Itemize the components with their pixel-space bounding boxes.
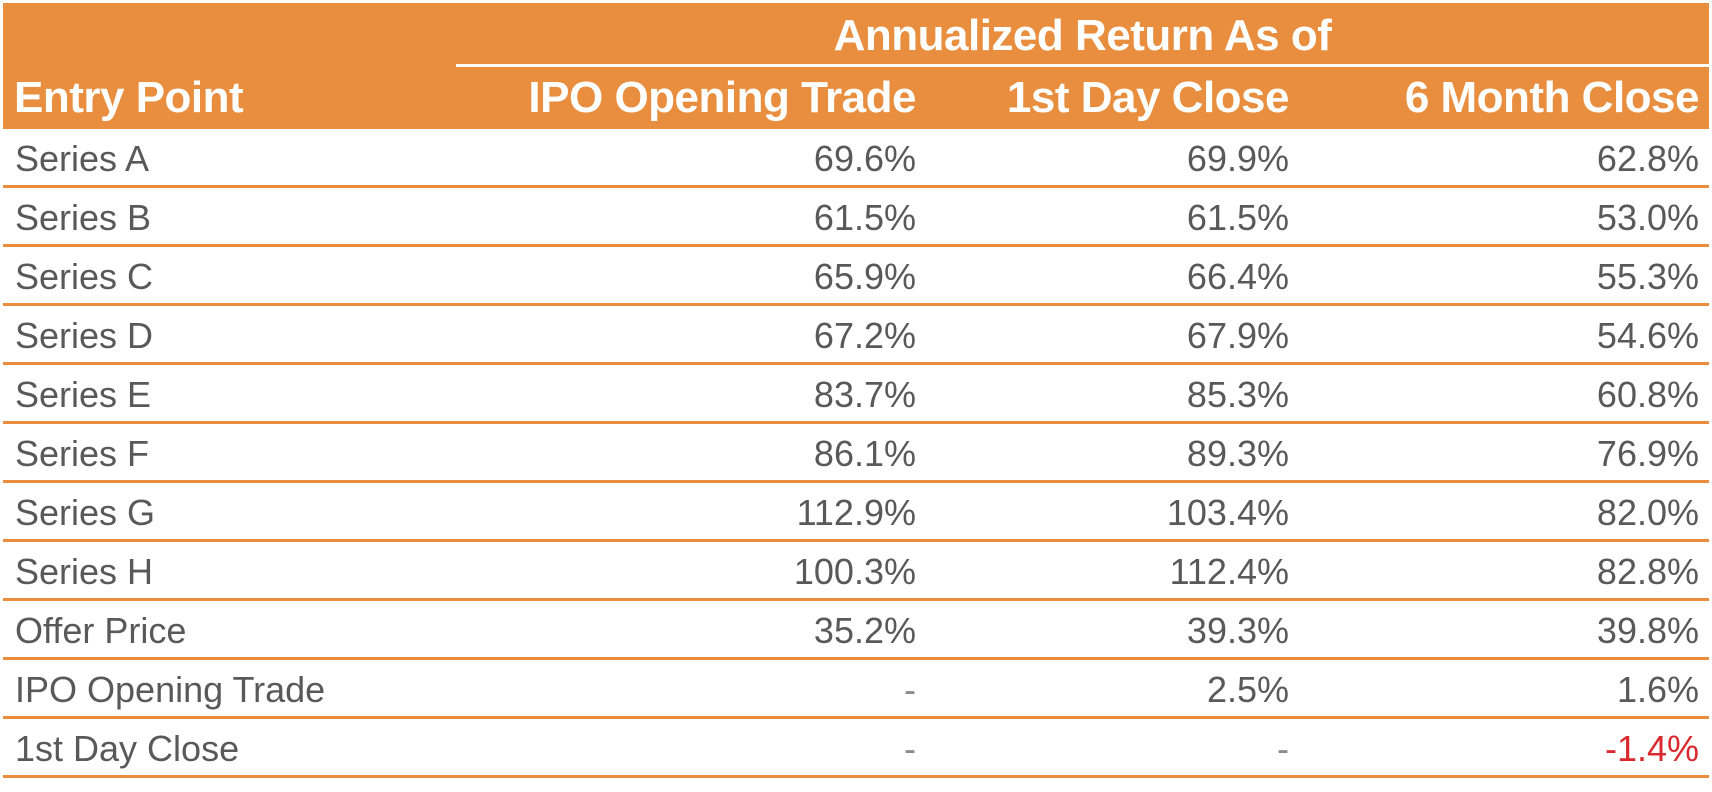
row-label: Series E xyxy=(15,374,152,415)
cell-value: 61.5% xyxy=(813,197,916,238)
cell-value: 67.2% xyxy=(813,315,916,356)
table-row: 1st Day Close - - -1.4% xyxy=(3,719,1709,778)
table-row: IPO Opening Trade - 2.5% 1.6% xyxy=(3,660,1709,719)
column-header-1st-day-close: 1st Day Close xyxy=(1006,73,1290,122)
cell-value: 65.9% xyxy=(813,256,916,297)
cell-value: 69.6% xyxy=(813,138,916,179)
cell-value: - xyxy=(904,669,916,710)
cell-value: 1.6% xyxy=(1616,669,1699,710)
cell-value: 86.1% xyxy=(813,433,916,474)
row-label: Series H xyxy=(15,551,154,592)
table-row: Series C 65.9% 66.4% 55.3% xyxy=(3,247,1709,306)
cell-value: 76.9% xyxy=(1596,433,1699,474)
cell-value: 35.2% xyxy=(813,610,916,651)
row-label: Series F xyxy=(15,433,150,474)
column-header-ipo-opening-trade: IPO Opening Trade xyxy=(528,73,916,122)
cell-value: 55.3% xyxy=(1596,256,1699,297)
table-header: Annualized Return As of Entry Point IPO … xyxy=(3,3,1709,129)
cell-value: 2.5% xyxy=(1206,669,1289,710)
header-group-rule xyxy=(456,64,1709,67)
cell-value: 69.9% xyxy=(1186,138,1289,179)
cell-value: 60.8% xyxy=(1596,374,1699,415)
row-label: IPO Opening Trade xyxy=(15,669,326,710)
table-row: Series H 100.3% 112.4% 82.8% xyxy=(3,542,1709,601)
cell-value: 53.0% xyxy=(1596,197,1699,238)
cell-value: 62.8% xyxy=(1596,138,1699,179)
cell-value: 82.8% xyxy=(1596,551,1699,592)
table-row: Offer Price 35.2% 39.3% 39.8% xyxy=(3,601,1709,660)
cell-value: 103.4% xyxy=(1166,492,1289,533)
table-row: Series D 67.2% 67.9% 54.6% xyxy=(3,306,1709,365)
cell-value: 61.5% xyxy=(1186,197,1289,238)
cell-value: - xyxy=(904,728,916,769)
row-label: Series B xyxy=(15,197,152,238)
returns-table: Annualized Return As of Entry Point IPO … xyxy=(3,3,1709,778)
cell-value: - xyxy=(1277,728,1289,769)
cell-value: 39.3% xyxy=(1186,610,1289,651)
row-label: Series D xyxy=(15,315,154,356)
cell-value: 54.6% xyxy=(1596,315,1699,356)
cell-value: 82.0% xyxy=(1596,492,1699,533)
cell-value: 67.9% xyxy=(1186,315,1289,356)
table-row: Series A 69.6% 69.9% 62.8% xyxy=(3,129,1709,188)
table-row: Series B 61.5% 61.5% 53.0% xyxy=(3,188,1709,247)
cell-value: 83.7% xyxy=(813,374,916,415)
row-label: Series C xyxy=(15,256,154,297)
cell-value: 112.4% xyxy=(1169,551,1289,592)
table-row: Series G 112.9% 103.4% 82.0% xyxy=(3,483,1709,542)
cell-value: 66.4% xyxy=(1186,256,1289,297)
cell-value: 112.9% xyxy=(796,492,916,533)
cell-value: -1.4% xyxy=(1604,728,1699,769)
row-label: Offer Price xyxy=(15,610,187,651)
cell-value: 89.3% xyxy=(1186,433,1289,474)
table-row: Series E 83.7% 85.3% 60.8% xyxy=(3,365,1709,424)
cell-value: 100.3% xyxy=(793,551,916,592)
header-group-label: Annualized Return As of xyxy=(833,11,1332,60)
row-label: 1st Day Close xyxy=(15,728,240,769)
table-row: Series F 86.1% 89.3% 76.9% xyxy=(3,424,1709,483)
column-header-entry-point: Entry Point xyxy=(14,73,244,122)
cell-value: 39.8% xyxy=(1596,610,1699,651)
cell-value: 85.3% xyxy=(1186,374,1289,415)
column-header-6-month-close: 6 Month Close xyxy=(1404,73,1700,122)
row-label: Series G xyxy=(15,492,156,533)
table-body: Series A 69.6% 69.9% 62.8% Series B 61.5% 61.5… xyxy=(3,129,1709,778)
row-label: Series A xyxy=(15,138,150,179)
